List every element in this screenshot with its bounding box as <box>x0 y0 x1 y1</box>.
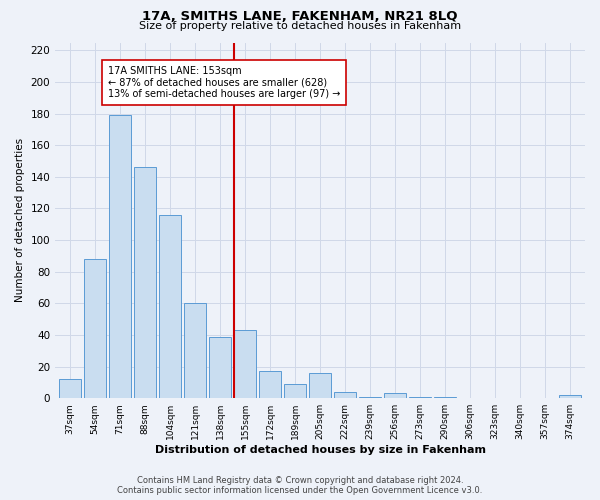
Text: Size of property relative to detached houses in Fakenham: Size of property relative to detached ho… <box>139 21 461 31</box>
Bar <box>409 396 431 398</box>
Bar <box>59 379 82 398</box>
Bar <box>259 372 281 398</box>
Bar <box>334 392 356 398</box>
Text: Contains HM Land Registry data © Crown copyright and database right 2024.
Contai: Contains HM Land Registry data © Crown c… <box>118 476 482 495</box>
Bar <box>284 384 307 398</box>
Bar <box>134 168 157 398</box>
Bar <box>159 215 181 398</box>
Bar <box>209 336 232 398</box>
Bar <box>434 396 456 398</box>
Bar <box>184 304 206 398</box>
Bar <box>309 373 331 398</box>
Bar <box>109 115 131 398</box>
Bar <box>359 396 382 398</box>
Text: 17A, SMITHS LANE, FAKENHAM, NR21 8LQ: 17A, SMITHS LANE, FAKENHAM, NR21 8LQ <box>142 10 458 23</box>
Y-axis label: Number of detached properties: Number of detached properties <box>15 138 25 302</box>
Bar <box>384 394 406 398</box>
Bar <box>84 259 106 398</box>
Bar <box>234 330 256 398</box>
X-axis label: Distribution of detached houses by size in Fakenham: Distribution of detached houses by size … <box>155 445 485 455</box>
Bar <box>559 395 581 398</box>
Text: 17A SMITHS LANE: 153sqm
← 87% of detached houses are smaller (628)
13% of semi-d: 17A SMITHS LANE: 153sqm ← 87% of detache… <box>107 66 340 100</box>
